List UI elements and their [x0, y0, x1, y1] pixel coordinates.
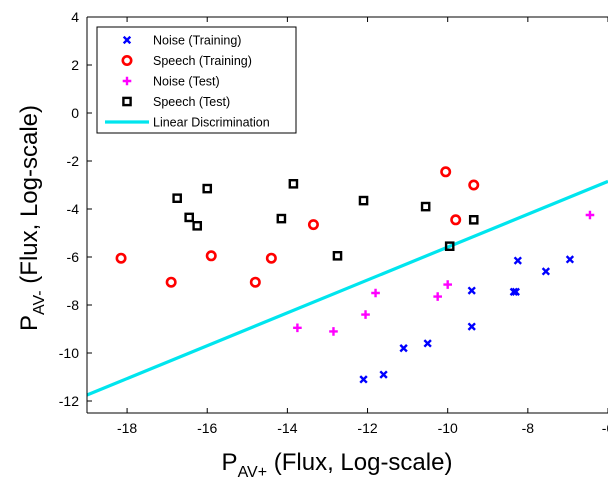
data-point — [565, 255, 575, 264]
data-point — [423, 339, 432, 348]
legend-item: Noise (Test) — [122, 75, 220, 89]
series-0 — [359, 255, 575, 384]
series-1 — [115, 166, 480, 288]
x-tick-label: -6 — [602, 420, 608, 436]
data-point — [288, 178, 299, 189]
y-axis-label: PAV- (Flux, Log-scale) — [16, 105, 48, 331]
data-point — [358, 195, 369, 206]
y-tick-label: 0 — [71, 105, 79, 121]
data-point — [172, 193, 182, 204]
x-axis-label: PAV+ (Flux, Log-scale) — [222, 449, 453, 479]
data-point — [399, 344, 408, 353]
legend-item: Linear Discrimination — [105, 116, 270, 130]
legend-label: Speech (Training) — [153, 54, 252, 68]
data-point — [307, 219, 319, 231]
data-point — [192, 220, 203, 231]
data-point — [276, 213, 287, 224]
data-point — [509, 287, 518, 296]
data-layer — [86, 166, 608, 397]
data-point — [541, 267, 551, 276]
data-point — [443, 280, 452, 289]
series-3 — [172, 178, 479, 261]
discrimination-line — [86, 179, 608, 397]
data-point — [467, 322, 476, 331]
data-point — [468, 214, 479, 225]
x-tick-label: -18 — [117, 420, 137, 436]
y-tick-label: -12 — [59, 393, 79, 409]
data-point — [249, 276, 261, 288]
legend-label: Speech (Test) — [153, 95, 230, 109]
data-point — [379, 370, 388, 379]
x-tick-label: -10 — [438, 420, 458, 436]
data-point — [585, 210, 595, 220]
data-point — [513, 256, 522, 265]
axes: -18 -16 -14 -12 -10 -8 -6 -12 -10 -8 -6 -4 -2 0 2 4 — [59, 9, 608, 436]
legend-marker-swatch — [122, 76, 132, 86]
data-point — [440, 166, 452, 178]
y-tick-label: -2 — [67, 153, 80, 169]
legend-label: Noise (Test) — [153, 75, 220, 89]
data-point — [332, 250, 343, 261]
y-tick-label: -8 — [67, 297, 80, 313]
data-point — [444, 241, 455, 252]
data-point — [293, 323, 302, 333]
data-point — [371, 288, 380, 298]
data-point — [511, 287, 520, 296]
legend-item: Noise (Training) — [122, 34, 241, 48]
data-point — [265, 252, 277, 264]
data-point — [205, 250, 217, 262]
legend-marker-swatch — [121, 54, 133, 66]
data-point — [361, 310, 370, 319]
legend-label: Linear Discrimination — [153, 116, 270, 130]
y-tick-label: 2 — [71, 57, 79, 73]
y-tick-label: -4 — [67, 201, 80, 217]
data-point — [202, 183, 213, 194]
legend-item: Speech (Test) — [122, 95, 230, 109]
data-point — [467, 286, 476, 295]
data-point — [115, 252, 127, 264]
x-tick-label: -8 — [522, 420, 535, 436]
data-point — [433, 292, 442, 301]
legend-label: Noise (Training) — [153, 34, 241, 48]
y-tick-label: -6 — [67, 249, 80, 265]
x-tick-label: -16 — [197, 420, 217, 436]
data-point — [165, 276, 177, 288]
data-point — [184, 212, 194, 223]
data-point — [468, 179, 480, 191]
legend: Noise (Training) Speech (Training) Noise (… — [96, 26, 297, 134]
legend-marker-swatch — [122, 35, 132, 45]
data-point — [450, 214, 462, 226]
y-tick-label: -10 — [59, 345, 79, 361]
legend-item: Speech (Training) — [121, 54, 252, 68]
y-tick-label: 4 — [71, 9, 79, 25]
data-point — [329, 327, 338, 336]
data-point — [420, 201, 431, 212]
series-2 — [293, 210, 595, 336]
data-point — [359, 375, 368, 384]
legend-marker-swatch — [122, 96, 132, 107]
x-tick-label: -14 — [277, 420, 297, 436]
x-tick-label: -12 — [357, 420, 377, 436]
